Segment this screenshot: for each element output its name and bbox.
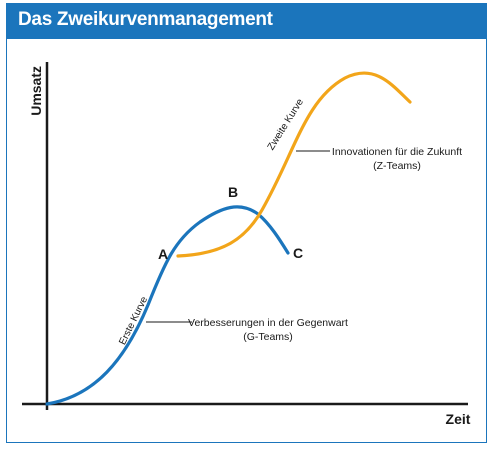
point-a-label: A xyxy=(158,246,168,262)
first-curve-label: Erste Kurve xyxy=(117,295,150,347)
diagram-title: Das Zweikurvenmanagement xyxy=(18,9,273,30)
first-curve-callout-title: Verbesserungen in der Gegenwart xyxy=(188,317,348,329)
point-c-label: C xyxy=(293,245,303,261)
y-axis-label: Umsatz xyxy=(28,66,44,116)
second-curve-label: Zweite Kurve xyxy=(266,97,306,153)
second-curve xyxy=(176,71,412,258)
diagram-frame: Das Zweikurvenmanagement xyxy=(6,3,487,443)
point-b-label: B xyxy=(228,184,238,200)
x-axis-label: Zeit xyxy=(446,411,471,427)
title-bar: Das Zweikurvenmanagement xyxy=(7,4,486,39)
second-curve-callout-title: Innovationen für die Zukunft xyxy=(332,146,462,158)
first-curve-callout-team: (G-Teams) xyxy=(243,331,293,343)
first-curve xyxy=(45,205,290,406)
second-curve-callout-team: (Z-Teams) xyxy=(373,160,421,172)
